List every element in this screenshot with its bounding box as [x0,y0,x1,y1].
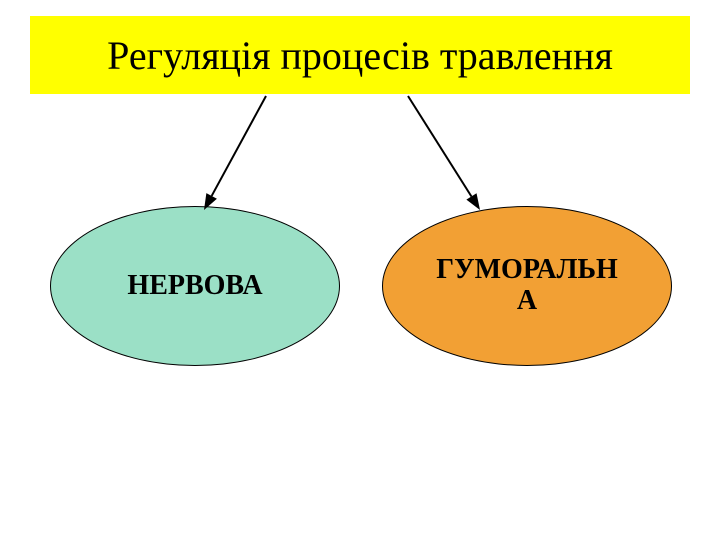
node-right-label: ГУМОРАЛЬН А [436,255,617,317]
node-left-label: НЕРВОВА [127,271,262,302]
node-right: ГУМОРАЛЬН А [382,206,672,366]
title-box: Регуляція процесів травлення [30,16,690,94]
node-left: НЕРВОВА [50,206,340,366]
arrow-right [388,76,500,230]
title-text: Регуляція процесів травлення [107,32,613,79]
arrow-left [184,76,286,230]
